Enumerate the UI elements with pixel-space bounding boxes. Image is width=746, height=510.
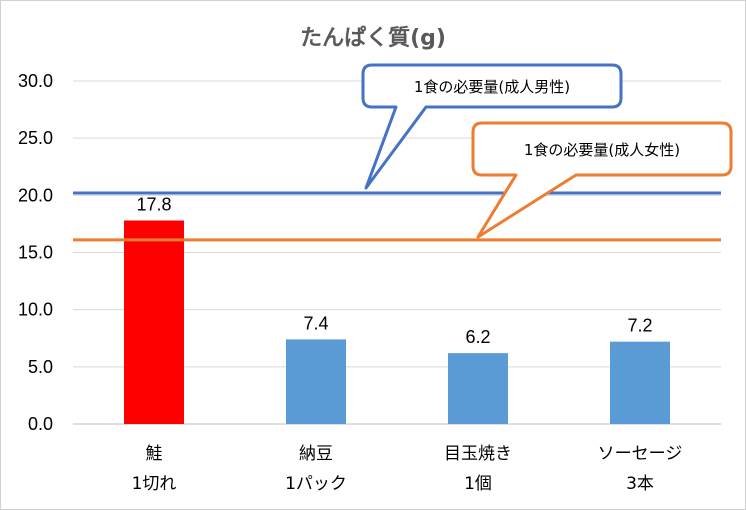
reference-lines: 1食の必要量(成人男性) 1食の必要量(成人女性) <box>73 63 733 242</box>
y-tick-label: 25.0 <box>18 128 53 148</box>
data-label: 6.2 <box>465 327 490 347</box>
reference-line-label: 1食の必要量(成人女性) <box>524 141 680 159</box>
bar <box>286 339 346 424</box>
data-label: 7.2 <box>627 316 652 336</box>
y-axis-ticks: 0.0 5.0 10.0 15.0 20.0 25.0 30.0 <box>18 71 53 434</box>
category-label: 1パック <box>285 474 347 494</box>
category-label: 納豆 <box>299 444 333 464</box>
bars <box>124 220 670 424</box>
y-tick-label: 30.0 <box>18 71 53 91</box>
callout-box <box>471 121 733 239</box>
y-tick-label: 0.0 <box>28 414 53 434</box>
y-tick-label: 20.0 <box>18 185 53 205</box>
y-tick-label: 15.0 <box>18 243 53 263</box>
category-label: 目玉焼き <box>444 444 512 464</box>
data-labels: 17.8 7.4 6.2 7.2 <box>136 194 652 347</box>
category-label: 1切れ <box>132 474 177 494</box>
y-tick-label: 5.0 <box>28 357 53 377</box>
y-tick-label: 10.0 <box>18 300 53 320</box>
chart-title: たんぱく質(g) <box>300 25 446 51</box>
bar <box>610 341 670 424</box>
category-label: ソーセージ <box>598 444 683 464</box>
bar <box>124 220 184 424</box>
category-label: 3本 <box>626 474 654 494</box>
category-label: 1個 <box>464 474 492 494</box>
callout-box <box>361 63 623 190</box>
reference-line-label: 1食の必要量(成人男性) <box>414 78 570 96</box>
category-label: 鮭 <box>146 444 163 464</box>
data-label: 7.4 <box>303 313 328 333</box>
data-label: 17.8 <box>136 194 171 214</box>
category-labels: 鮭 1切れ 納豆 1パック 目玉焼き 1個 ソーセージ 3本 <box>132 444 683 494</box>
bar <box>448 353 508 424</box>
